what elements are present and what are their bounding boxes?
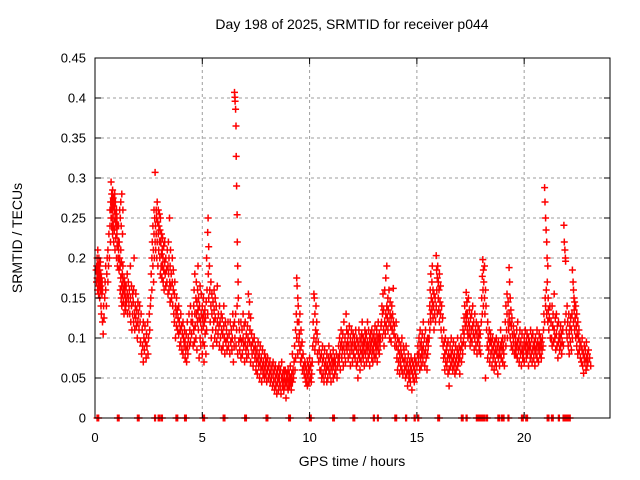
plot-border: [94, 57, 611, 419]
y-tick-label: 0.1: [68, 331, 86, 346]
x-tick-label: 15: [410, 430, 424, 445]
axis-ticks: [94, 57, 610, 419]
x-tick-label: 20: [517, 430, 531, 445]
y-tick-label: 0.3: [68, 171, 86, 186]
tick-labels: 0 5 10 15 20 0 0.05 0.1 0.15 0.2 0.25 0.3 0.35 0.4 0.4…: [61, 51, 532, 446]
x-tick-label: 10: [302, 430, 316, 445]
y-tick-label: 0: [79, 411, 86, 426]
data-points: [92, 88, 595, 422]
y-tick-label: 0.15: [61, 291, 86, 306]
x-tick-label: 5: [199, 430, 206, 445]
series-SRMTID-markers: [92, 88, 595, 422]
y-tick-label: 0.35: [61, 131, 86, 146]
x-axis-label: GPS time / hours: [299, 453, 406, 469]
y-tick-label: 0.25: [61, 211, 86, 226]
y-tick-label: 0.45: [61, 51, 86, 66]
y-tick-label: 0.2: [68, 251, 86, 266]
x-tick-label: 0: [91, 430, 98, 445]
y-tick-label: 0.05: [61, 371, 86, 386]
y-axis-label: SRMTID / TECUs: [9, 183, 25, 293]
chart-title: Day 198 of 2025, SRMTID for receiver p04…: [215, 16, 488, 32]
y-tick-label: 0.4: [68, 91, 86, 106]
